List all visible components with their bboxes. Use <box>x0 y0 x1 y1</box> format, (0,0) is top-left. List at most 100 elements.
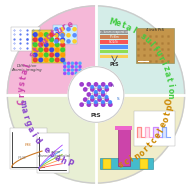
Text: o: o <box>137 148 147 158</box>
Text: o: o <box>166 87 175 93</box>
FancyBboxPatch shape <box>53 25 77 44</box>
Circle shape <box>94 83 98 86</box>
Circle shape <box>67 28 70 31</box>
Circle shape <box>55 28 58 31</box>
Text: l: l <box>23 63 32 69</box>
Circle shape <box>50 33 54 36</box>
Circle shape <box>64 69 66 71</box>
Circle shape <box>67 40 70 43</box>
Circle shape <box>55 34 58 37</box>
Circle shape <box>33 38 37 42</box>
Circle shape <box>67 72 70 74</box>
Text: s: s <box>18 81 27 86</box>
Circle shape <box>61 40 64 43</box>
Text: g: g <box>22 119 33 127</box>
Circle shape <box>61 58 65 62</box>
Circle shape <box>61 38 65 42</box>
Circle shape <box>109 101 112 103</box>
Text: S: S <box>117 97 119 101</box>
Circle shape <box>71 72 74 74</box>
Circle shape <box>33 48 37 52</box>
Circle shape <box>71 69 74 71</box>
FancyBboxPatch shape <box>100 158 153 169</box>
Circle shape <box>75 69 77 71</box>
Text: 4 inch PtS: 4 inch PtS <box>146 28 164 32</box>
Circle shape <box>55 53 59 57</box>
Text: r: r <box>61 22 68 32</box>
Text: a: a <box>20 68 31 76</box>
Circle shape <box>91 98 94 101</box>
Circle shape <box>84 88 87 91</box>
Circle shape <box>80 103 83 106</box>
Circle shape <box>3 2 189 187</box>
Wedge shape <box>96 94 185 183</box>
Text: O: O <box>165 98 175 105</box>
Text: m: m <box>17 99 27 108</box>
Text: z: z <box>161 65 170 72</box>
Circle shape <box>61 53 65 57</box>
FancyBboxPatch shape <box>100 40 128 44</box>
Text: Diffraction: Diffraction <box>17 64 37 68</box>
Wedge shape <box>96 6 185 94</box>
Circle shape <box>55 43 59 46</box>
Text: Atomic imaging: Atomic imaging <box>12 68 42 72</box>
Text: a: a <box>162 70 172 77</box>
Text: a: a <box>53 153 62 163</box>
Text: t: t <box>163 111 173 116</box>
Circle shape <box>87 93 90 96</box>
Circle shape <box>64 62 66 64</box>
Text: s: s <box>117 160 124 170</box>
Circle shape <box>94 101 97 103</box>
Text: i: i <box>165 83 174 87</box>
Circle shape <box>61 33 65 36</box>
FancyBboxPatch shape <box>100 45 128 49</box>
Text: l: l <box>147 40 155 49</box>
Circle shape <box>50 38 54 42</box>
Text: Pt: Pt <box>111 84 115 88</box>
Text: n: n <box>132 151 142 162</box>
Circle shape <box>102 91 104 93</box>
Circle shape <box>39 48 43 52</box>
Circle shape <box>61 34 64 37</box>
Circle shape <box>33 58 37 62</box>
Text: u: u <box>152 49 163 58</box>
Circle shape <box>102 103 105 106</box>
FancyBboxPatch shape <box>11 27 40 51</box>
Circle shape <box>44 58 48 62</box>
Circle shape <box>68 67 124 122</box>
Circle shape <box>64 66 66 68</box>
Circle shape <box>80 83 83 86</box>
Circle shape <box>33 33 37 36</box>
Circle shape <box>102 93 105 96</box>
Circle shape <box>39 58 43 62</box>
Circle shape <box>105 88 108 91</box>
Text: h: h <box>59 156 68 166</box>
Text: f: f <box>150 45 159 53</box>
Text: r: r <box>17 94 26 98</box>
Circle shape <box>67 34 70 37</box>
Text: t: t <box>164 76 173 82</box>
Circle shape <box>87 103 90 106</box>
Circle shape <box>105 96 108 98</box>
Text: t: t <box>19 75 29 80</box>
Circle shape <box>91 86 94 88</box>
Circle shape <box>55 38 59 42</box>
Circle shape <box>67 66 70 68</box>
Text: o: o <box>161 115 171 123</box>
Circle shape <box>94 93 98 96</box>
FancyBboxPatch shape <box>115 126 132 130</box>
Text: c: c <box>44 32 54 42</box>
Text: e: e <box>159 121 169 129</box>
Text: u: u <box>54 25 64 35</box>
Text: i: i <box>29 131 38 138</box>
Text: t: t <box>120 21 127 30</box>
Circle shape <box>73 40 76 43</box>
Text: chemical potential: chemical potential <box>38 154 70 158</box>
Text: a: a <box>18 107 28 114</box>
Circle shape <box>44 53 48 57</box>
Text: t: t <box>32 46 41 54</box>
FancyBboxPatch shape <box>36 133 70 173</box>
Text: i: i <box>128 155 135 164</box>
Circle shape <box>75 62 77 64</box>
Circle shape <box>71 66 74 68</box>
